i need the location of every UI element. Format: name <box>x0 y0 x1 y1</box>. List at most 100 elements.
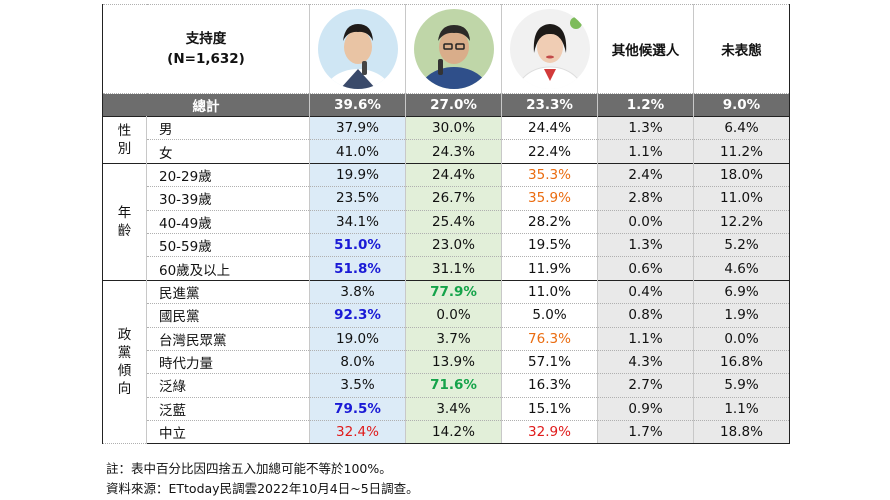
candidate-3-avatar <box>509 9 590 89</box>
cell: 3.7% <box>405 326 502 351</box>
cell: 2.7% <box>597 373 694 398</box>
cell: 5.0% <box>501 303 598 328</box>
cell: 25.4% <box>405 209 502 234</box>
cell: 34.1% <box>309 209 406 234</box>
cell: 4.3% <box>597 349 694 375</box>
row-label: 男 <box>146 115 310 141</box>
cell: 24.4% <box>405 162 502 188</box>
cell: 5.2% <box>693 232 790 258</box>
cell: 15.1% <box>501 396 598 422</box>
cell: 28.2% <box>501 209 598 234</box>
cell-highlight: 35.9% <box>501 186 598 211</box>
cell: 24.3% <box>405 139 502 164</box>
cell: 22.4% <box>501 139 598 164</box>
row-label: 40-49歲 <box>146 209 310 234</box>
cell: 6.9% <box>693 279 790 305</box>
total-label: 總計 <box>102 93 310 117</box>
cell: 0.6% <box>597 256 694 281</box>
cell: 1.1% <box>597 326 694 351</box>
table-row: 國民黨 92.3% 0.0% 5.0% 0.8% 1.9% <box>103 303 790 328</box>
row-label: 20-29歲 <box>146 162 310 188</box>
cell: 11.2% <box>693 139 790 164</box>
candidate-2-avatar <box>413 9 494 89</box>
total-value-3: 23.3% <box>501 93 598 117</box>
table-row: 50-59歲 51.0% 23.0% 19.5% 1.3% 5.2% <box>103 232 790 258</box>
row-label: 60歲及以上 <box>146 256 310 281</box>
cell: 19.9% <box>309 162 406 188</box>
cell-highlight: 92.3% <box>309 303 406 328</box>
cell: 0.0% <box>405 303 502 328</box>
header-support-label: 支持度 (N=1,632) <box>102 4 310 94</box>
total-value-4: 1.2% <box>597 93 694 117</box>
cell-highlight: 79.5% <box>309 396 406 422</box>
table-row: 中立 32.4% 14.2% 32.9% 1.7% 18.8% <box>103 420 790 445</box>
group-label-age: 年齡 <box>102 162 147 281</box>
cell-highlight: 35.3% <box>501 162 598 188</box>
group-label-gender: 性別 <box>102 116 147 164</box>
table-row: 40-49歲 34.1% 25.4% 28.2% 0.0% 12.2% <box>103 209 790 234</box>
total-value-1: 39.6% <box>309 93 406 117</box>
cell: 13.9% <box>405 349 502 375</box>
cell: 1.1% <box>597 139 694 164</box>
table-row: 政黨傾向 民進黨 3.8% 77.9% 11.0% 0.4% 6.9% <box>102 279 790 445</box>
table-row: 泛藍 79.5% 3.4% 15.1% 0.9% 1.1% <box>103 396 790 422</box>
cell: 1.1% <box>693 396 790 422</box>
table-row: 60歲及以上 51.8% 31.1% 11.9% 0.6% 4.6% <box>103 256 790 281</box>
cell: 26.7% <box>405 186 502 211</box>
cell-highlight: 51.8% <box>309 256 406 281</box>
cell: 14.2% <box>405 420 502 445</box>
cell: 23.0% <box>405 232 502 258</box>
cell-highlight: 32.4% <box>309 420 406 445</box>
cell: 18.8% <box>693 420 790 445</box>
row-label: 50-59歲 <box>146 232 310 258</box>
cell: 3.4% <box>405 396 502 422</box>
row-label: 女 <box>146 139 310 164</box>
total-value-5: 9.0% <box>693 93 790 117</box>
cell: 37.9% <box>309 115 406 141</box>
header-candidate-2 <box>405 4 502 94</box>
cell-highlight: 76.3% <box>501 326 598 351</box>
cell: 19.0% <box>309 326 406 351</box>
source-note: 資料來源：ETtoday民調雲2022年10月4日~5日調查。 <box>106 481 419 496</box>
cell: 0.4% <box>597 279 694 305</box>
cell: 2.8% <box>597 186 694 211</box>
cell: 1.9% <box>693 303 790 328</box>
total-value-2: 27.0% <box>405 93 502 117</box>
row-label: 民進黨 <box>146 279 310 305</box>
cell: 24.4% <box>501 115 598 141</box>
row-label: 30-39歲 <box>146 186 310 211</box>
cell-highlight: 32.9% <box>501 420 598 445</box>
cell: 16.3% <box>501 373 598 398</box>
cell: 5.9% <box>693 373 790 398</box>
group-label-party: 政黨傾向 <box>102 279 147 445</box>
cell-highlight: 71.6% <box>405 373 502 398</box>
header-candidate-1 <box>309 4 406 94</box>
cell: 30.0% <box>405 115 502 141</box>
header-candidate-3 <box>501 4 598 94</box>
cell: 0.0% <box>693 326 790 351</box>
row-label: 泛藍 <box>146 396 310 422</box>
poll-table: 支持度 (N=1,632) <box>102 4 790 445</box>
table-row: 女 41.0% 24.3% 22.4% 1.1% 11.2% <box>103 139 790 164</box>
table-row: 年齡 20-29歲 19.9% 24.4% 35.3% 2.4% 18.0% <box>102 162 790 281</box>
cell: 23.5% <box>309 186 406 211</box>
header-other-candidates: 其他候選人 <box>597 4 694 94</box>
cell: 2.4% <box>597 162 694 188</box>
cell: 11.0% <box>501 279 598 305</box>
row-label: 台灣民眾黨 <box>146 326 310 351</box>
cell: 31.1% <box>405 256 502 281</box>
row-label: 泛綠 <box>146 373 310 398</box>
row-label: 中立 <box>146 420 310 445</box>
cell: 1.7% <box>597 420 694 445</box>
header-sample-size: (N=1,632) <box>167 51 245 67</box>
cell: 11.9% <box>501 256 598 281</box>
cell: 3.8% <box>309 279 406 305</box>
cell-highlight: 51.0% <box>309 232 406 258</box>
table-row: 性別 男 37.9% 30.0% 24.4% 1.3% 6.4% <box>102 115 790 164</box>
cell: 1.3% <box>597 115 694 141</box>
footnote: 註：表中百分比因四捨五入加總可能不等於100%。 <box>106 461 392 476</box>
candidate-1-avatar <box>317 9 398 89</box>
cell: 41.0% <box>309 139 406 164</box>
table-row: 台灣民眾黨 19.0% 3.7% 76.3% 1.1% 0.0% <box>103 326 790 351</box>
row-label: 時代力量 <box>146 349 310 375</box>
